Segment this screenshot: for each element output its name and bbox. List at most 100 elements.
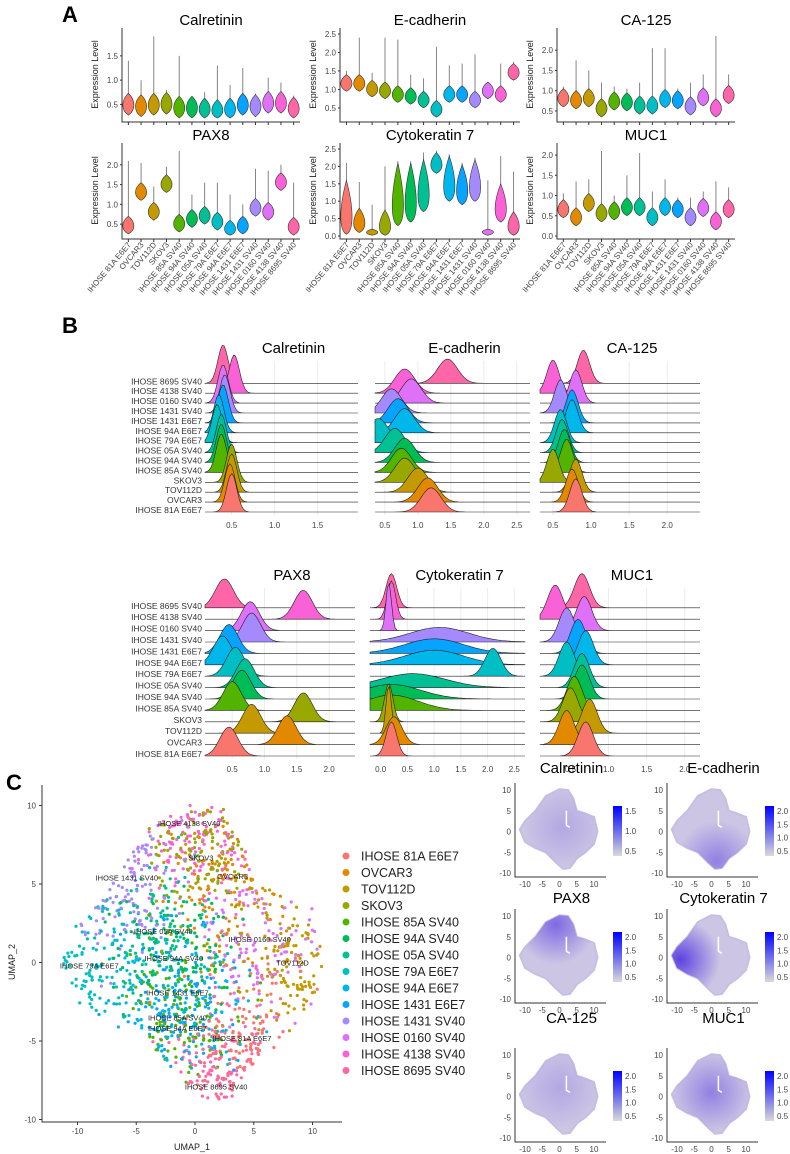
umap-point — [84, 972, 88, 976]
umap-point — [212, 1044, 217, 1048]
umap-point — [252, 983, 256, 987]
x-tick-label: 2.0 — [478, 521, 490, 530]
color-scale-label: 1.5 — [625, 946, 637, 955]
umap-point — [112, 927, 116, 931]
y-tick-label: 2.0 — [542, 46, 554, 55]
umap-point — [175, 1003, 179, 1007]
umap-point — [306, 933, 310, 937]
umap-point — [219, 874, 223, 878]
umap-point — [144, 909, 148, 913]
umap-point — [227, 877, 231, 881]
umap-point — [198, 1059, 202, 1063]
umap-point — [233, 851, 237, 855]
umap-point — [223, 857, 227, 861]
legend-swatch — [342, 1017, 350, 1025]
x-tick-label: -5 — [539, 1006, 547, 1015]
umap-point — [108, 896, 112, 900]
umap-point — [160, 823, 164, 827]
ridge-plot: Cytokeratin 70.0 0.5 1.0 1.5 2.0 2.5 — [369, 567, 526, 774]
umap-point — [290, 950, 294, 955]
x-tick-label: 5 — [727, 880, 732, 889]
umap-point — [207, 986, 211, 990]
umap-point — [253, 1027, 257, 1031]
umap-point — [287, 1029, 292, 1033]
umap-point — [143, 925, 147, 929]
violin — [249, 198, 262, 217]
umap-point — [147, 936, 151, 940]
umap-point — [141, 844, 145, 848]
violin — [173, 213, 186, 233]
plot-title: CA-125 — [546, 1010, 597, 1027]
umap-point — [120, 922, 124, 926]
umap-point — [278, 922, 282, 926]
plot-title: E-cadherin — [428, 340, 501, 357]
umap-point — [166, 984, 170, 988]
umap-point — [183, 875, 187, 880]
umap-point — [190, 846, 195, 851]
x-tick-label: -10 — [519, 1145, 531, 1154]
x-tick-label: -5 — [539, 880, 547, 889]
ridge-density — [540, 573, 700, 609]
umap-point — [75, 953, 79, 958]
color-scale-bar — [613, 806, 622, 856]
x-tick-label: -10 — [519, 880, 531, 889]
color-scale-bar — [765, 932, 774, 982]
high-expression-region — [671, 919, 721, 995]
y-axis-label: Expression Level — [525, 40, 535, 109]
umap-point — [178, 977, 182, 981]
umap-point — [147, 896, 151, 900]
umap-point — [269, 938, 273, 942]
umap-point — [251, 943, 255, 947]
umap-point — [268, 970, 272, 974]
umap-point — [295, 993, 299, 998]
umap-point — [116, 946, 120, 951]
umap-point — [112, 982, 116, 986]
plot-title: PAX8 — [192, 127, 229, 144]
umap-point — [258, 1021, 262, 1025]
umap-point — [175, 837, 179, 842]
plot-title: E-cadherin — [394, 12, 467, 29]
umap-point — [217, 854, 222, 858]
umap-point — [144, 1005, 148, 1009]
umap-point — [183, 984, 187, 988]
umap-point — [225, 986, 229, 990]
umap-point — [117, 913, 121, 917]
umap-point — [283, 981, 287, 985]
umap-point — [236, 999, 240, 1003]
ridge-density — [375, 477, 530, 503]
violin — [186, 209, 198, 228]
umap-point — [185, 813, 190, 817]
umap-point — [235, 886, 239, 890]
y-tick-label: 2.0 — [325, 162, 337, 171]
umap-point — [93, 993, 97, 997]
ridge-density — [369, 673, 525, 688]
y-tick-label: 5 — [659, 933, 664, 942]
x-tick-label: -5 — [133, 1127, 141, 1136]
umap-point — [249, 1042, 253, 1046]
umap-point — [237, 986, 241, 990]
umap-point — [176, 962, 180, 966]
umap-point — [174, 855, 178, 860]
umap-point — [114, 985, 118, 989]
umap-point — [252, 949, 256, 953]
umap-point — [178, 1021, 182, 1025]
umap-point — [256, 1042, 260, 1047]
ridge-row-label: IHOSE 79A E6E7 — [135, 436, 202, 446]
legend-label: TOV112D — [361, 883, 415, 897]
umap-point — [161, 968, 165, 972]
umap-point — [179, 1030, 183, 1034]
high-expression-region — [671, 1054, 750, 1133]
violin — [287, 217, 300, 236]
x-tick-label: 1.0 — [585, 521, 597, 530]
umap-point — [182, 936, 186, 941]
umap-point — [307, 918, 312, 922]
ridge-density — [540, 369, 700, 404]
umap-point — [89, 916, 93, 921]
umap-point — [252, 902, 256, 906]
umap-point — [235, 941, 239, 945]
umap-point — [265, 1015, 269, 1019]
x-tick-label: 2.0 — [662, 521, 674, 530]
umap-point — [105, 898, 109, 902]
umap-point — [171, 985, 175, 990]
umap-point — [231, 1084, 235, 1088]
